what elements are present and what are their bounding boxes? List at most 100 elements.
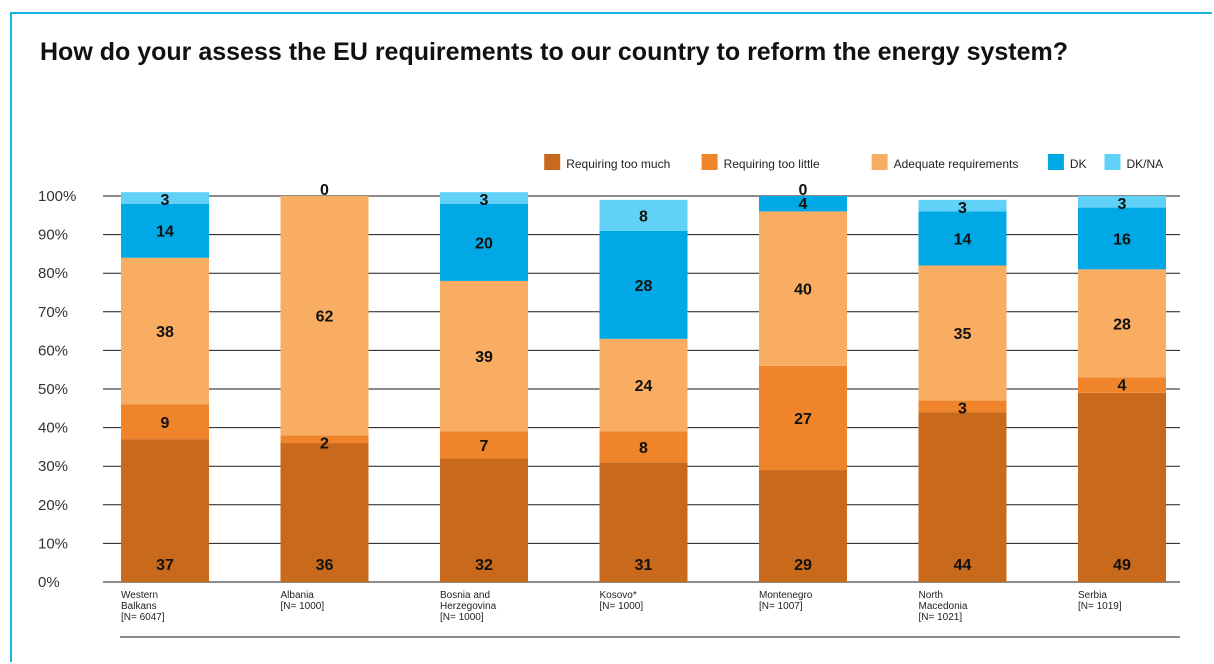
legend-swatch [544,154,561,170]
data-label: 36 [316,557,334,574]
data-label: 29 [794,557,812,574]
category-label-line: Kosovo* [600,590,637,601]
bar-segment [121,203,209,258]
data-label: 20 [475,235,493,252]
data-label: 3 [1118,196,1127,213]
category-label-line: North [919,590,943,601]
category-label: Western Balkans [N= 6047] [121,590,165,623]
bar-segment [1078,377,1166,393]
category-label-line: Serbia [1078,590,1107,601]
category-label-line: [N= 1019] [1078,601,1122,612]
data-label: 49 [1113,557,1131,574]
bar-segment [599,462,688,582]
bar-segment [280,435,369,444]
bar-segment [759,211,847,366]
category-label: Serbia [N= 1019] [1078,590,1122,612]
bar-segment [918,400,1007,413]
bar-segment [440,192,528,204]
data-label: 4 [799,196,808,213]
chart-frame [10,12,1212,662]
category-label-line: Western [121,590,158,601]
bar-segment [599,338,688,432]
data-label: 24 [635,378,653,395]
bar-segment [440,431,528,459]
data-label: 0 [320,182,329,199]
data-label: 3 [480,192,489,209]
bar-segment [759,365,847,471]
legend-label: DK/NA [1127,157,1164,171]
y-tick-label: 60% [38,342,68,359]
y-tick-label: 30% [38,458,68,475]
legend-label: Requiring too little [724,157,820,171]
bar-segment [599,199,688,231]
legend-swatch [701,154,718,170]
data-label: 4 [1118,377,1127,394]
data-label: 35 [954,326,972,343]
bar-segment [440,203,528,281]
legend-label: Requiring too much [566,157,670,171]
legend-swatch [1104,154,1121,170]
data-label: 0 [799,182,808,199]
bar-segment [121,257,209,405]
bar-segment [918,211,1007,266]
data-label: 14 [954,231,972,248]
legend-label: DK [1070,157,1087,171]
bar-segment [599,230,688,339]
data-label: 8 [639,208,648,225]
bar-segment [918,199,1007,212]
category-label-line: [N= 6047] [121,612,165,623]
bar-segment [121,404,209,440]
data-label: 39 [475,349,493,366]
category-label: Albania [N= 1000] [281,590,325,612]
bar-segment [280,443,369,582]
y-tick-label: 90% [38,227,68,244]
bar-segment [759,196,847,212]
y-tick-label: 20% [38,497,68,514]
category-label-line: Bosnia and [440,590,490,601]
category-label-line: [N= 1021] [919,612,963,623]
legend-label: Adequate requirements [894,157,1019,171]
category-label-line: Balkans [121,601,157,612]
data-label: 38 [156,324,174,341]
category-label-line: Macedonia [919,601,968,612]
data-label: 28 [635,278,653,295]
category-label-line: [N= 1000] [281,601,325,612]
y-tick-label: 100% [38,188,76,205]
y-tick-label: 40% [38,420,68,437]
category-label: Kosovo* [N= 1000] [600,590,644,612]
bar-segment [1078,207,1166,270]
bar-segment [1078,392,1166,582]
bar-segment [759,470,847,582]
data-label: 62 [316,309,334,326]
bar-segment [440,458,528,582]
y-tick-label: 80% [38,265,68,282]
data-label: 3 [958,401,967,418]
bar-segment [1078,269,1166,378]
data-label: 28 [1113,316,1131,333]
data-label: 27 [794,411,812,428]
data-label: 3 [161,192,170,209]
data-label: 3 [958,200,967,217]
data-label: 2 [320,435,329,452]
category-label-line: [N= 1000] [440,612,484,623]
data-label: 8 [639,440,648,457]
data-label: 44 [954,557,972,574]
category-label: Montenegro [N= 1007] [759,590,813,612]
bar-segment [599,431,688,463]
bar-segment [121,192,209,204]
data-label: 14 [156,224,174,241]
bar-segment [280,196,369,436]
data-label: 9 [161,415,170,432]
category-label-line: [N= 1007] [759,601,803,612]
data-label: 32 [475,557,493,574]
category-label: North Macedonia [N= 1021] [919,590,968,623]
data-label: 7 [480,438,489,455]
legend-swatch [871,154,888,170]
legend-swatch [1047,154,1064,170]
bar-segment [918,412,1007,582]
data-label: 16 [1113,231,1131,248]
bar-segment [121,439,209,582]
bar-segment [440,280,528,432]
category-label-line: [N= 1000] [600,601,644,612]
